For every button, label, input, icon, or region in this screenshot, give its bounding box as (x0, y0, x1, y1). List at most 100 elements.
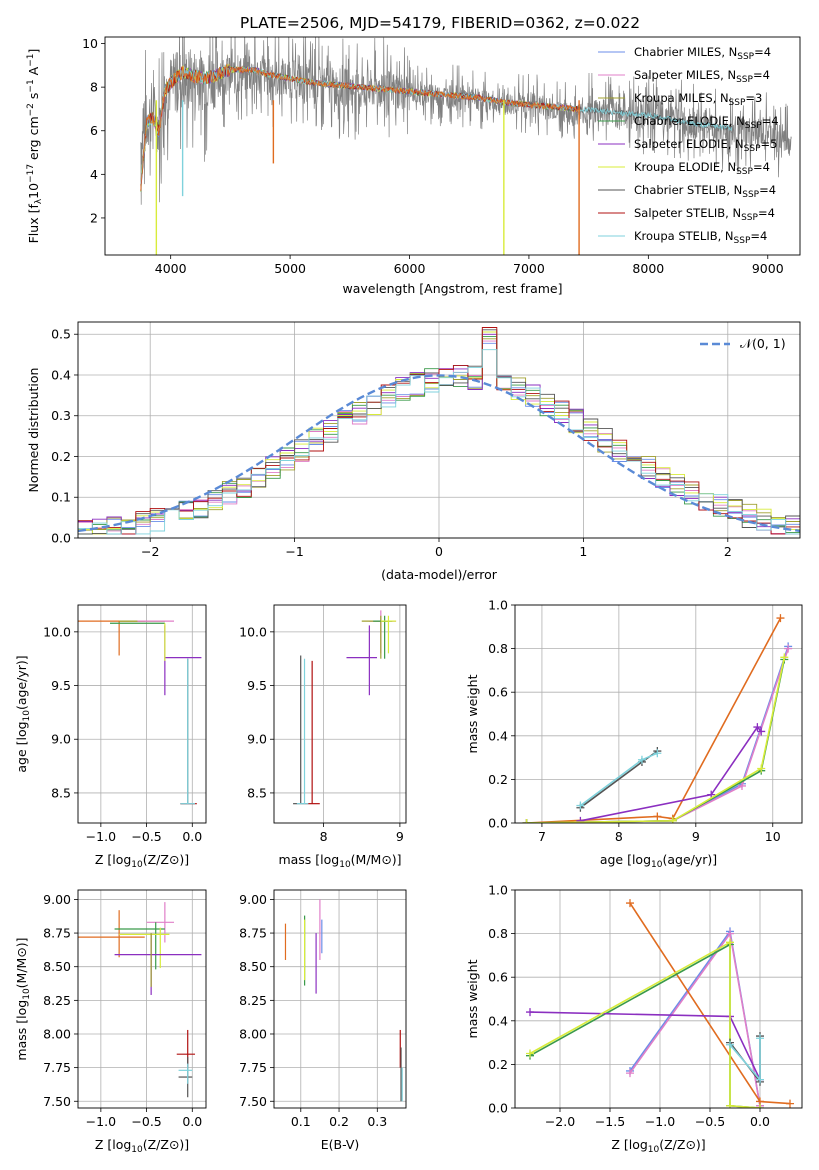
axes-frame (77, 321, 801, 539)
weight-marker (780, 653, 789, 662)
ticks-mass-EBV: 0.1 0.2 0.3 7.50 7.75 8.00 8.25 8.50 8.75 9.00 (239, 892, 387, 1129)
legend-label: Chabrier ELODIE, NSSP=4 (634, 114, 779, 131)
plots-container: 4000 5000 6000 7000 8000 9000246810wavelength… (14, 36, 803, 1155)
y-tick-label: 8.00 (239, 1026, 267, 1041)
y-tick-label: 0.6 (488, 685, 508, 700)
axes-frame (77, 889, 207, 1109)
weight-marker (737, 781, 746, 790)
weight-line (629, 929, 761, 1106)
x-tick-label: 0.1 (291, 1114, 311, 1129)
weight-marker (756, 1075, 764, 1084)
x-tick-label: 4000 (155, 261, 187, 276)
y-tick-label: 1.0 (488, 883, 508, 898)
y-tick-label: 7.50 (239, 1094, 267, 1109)
y-tick-label: 8.25 (239, 993, 267, 1008)
legend: Chabrier MILES, NSSP=4 Salpeter MILES, NS… (598, 45, 779, 246)
legend: 𝒩(0, 1) (700, 336, 786, 351)
x-axis-label: Z [log10(Z/Z⊙)] (95, 852, 189, 870)
y-tick-label: 0.3 (51, 408, 71, 423)
weight-marker (653, 749, 662, 758)
x-tick-label: −1.5 (595, 1114, 625, 1129)
x-axis-label: mass [log10(M/M⊙)] (278, 852, 401, 870)
axes-weight-Z: −2.0 −1.5 −1.0 −0.5 0.0 0.0 0.2 0.4 0.6 0.8 1.0 Z [… (465, 883, 803, 1155)
y-axis-label: age [log10(age/yr)] (14, 655, 32, 772)
weight-marker (576, 816, 585, 823)
weight-marker (626, 1069, 634, 1078)
weight-marker (668, 816, 677, 823)
x-tick-label: 0.0 (750, 1114, 770, 1129)
legend-label: Chabrier MILES, NSSP=4 (634, 45, 771, 62)
x-axis-label: E(B-V) (321, 1137, 360, 1152)
y-tick-label: 9.0 (51, 732, 71, 747)
y-axis-label: mass weight (465, 674, 480, 753)
y-tick-label: 8.00 (43, 1026, 71, 1041)
y-tick-label: 9.5 (51, 678, 71, 693)
y-axis-label: mass [log10(M/M⊙)] (14, 937, 32, 1060)
y-tick-label: 0.6 (488, 970, 508, 985)
x-tick-label: 5000 (274, 261, 306, 276)
y-tick-label: 0.8 (488, 926, 508, 941)
legend-label: Salpeter STELIB, NSSP=4 (634, 206, 775, 223)
weight-marker (784, 644, 793, 653)
x-tick-label: 7 (538, 829, 546, 844)
weight-marker (526, 1049, 534, 1058)
x-tick-label: −1.0 (86, 1114, 116, 1129)
gaussian-curve (78, 374, 800, 533)
x-tick-label: 0 (435, 544, 443, 559)
x-tick-label: −1.0 (645, 1114, 675, 1129)
y-tick-label: 7.50 (43, 1094, 71, 1109)
x-tick-label: 9 (692, 829, 700, 844)
y-axis-label: mass weight (465, 959, 480, 1038)
plot-area-weight-Z (526, 899, 794, 1108)
weight-line (580, 725, 762, 822)
plot-area-residuals (78, 327, 800, 535)
plot-area-spectrum (140, 37, 792, 255)
plot-area-mass-Z (78, 902, 202, 1098)
axes-weight-age: 7 8 9 10 0.0 0.2 0.4 0.6 0.8 1.0 age [log10(age/yr… (465, 598, 803, 870)
legend-label: Kroupa MILES, NSSP=3 (634, 91, 762, 108)
weight-line (526, 617, 782, 823)
x-axis-label: Z [log10(Z/Z⊙)] (611, 1137, 705, 1155)
weight-marker (726, 929, 734, 938)
y-tick-label: 7.75 (239, 1060, 267, 1075)
x-tick-label: −2.0 (545, 1114, 575, 1129)
histogram-step-kroupa-stelib (78, 349, 800, 535)
plot-area-mass-EBV (284, 899, 403, 1102)
weight-marker (576, 801, 585, 810)
x-axis-label: Z [log10(Z/Z⊙)] (95, 1137, 189, 1155)
x-tick-label: 0.0 (182, 1114, 202, 1129)
y-tick-label: 0.0 (488, 816, 508, 831)
y-tick-label: 7.75 (43, 1060, 71, 1075)
legend-label: Salpeter MILES, NSSP=4 (634, 68, 770, 85)
x-tick-label: 7000 (513, 261, 545, 276)
y-tick-label: 0.8 (488, 641, 508, 656)
x-tick-label: 8 (615, 829, 623, 844)
weight-marker (726, 1040, 734, 1049)
axes-frame (273, 889, 407, 1109)
x-tick-label: 2 (724, 544, 732, 559)
weight-marker (757, 764, 766, 773)
legend-label: Salpeter ELODIE, NSSP=5 (634, 137, 777, 154)
y-tick-label: 8.50 (239, 959, 267, 974)
y-tick-label: 8.75 (239, 926, 267, 941)
ticks-age-Z: −1.0 −0.5 0.0 8.5 9.0 9.5 10.0 (43, 624, 202, 844)
weight-marker (756, 1034, 764, 1043)
weight-marker (526, 1008, 534, 1017)
x-tick-label: 0.3 (367, 1114, 387, 1129)
weight-line (526, 657, 786, 823)
x-tick-label: 1 (579, 544, 587, 559)
y-tick-label: 4 (90, 167, 98, 182)
y-axis-label: Flux [fλ10−17 erg cm−2 s−1 A−1] (26, 49, 44, 244)
y-tick-label: 10.0 (43, 624, 71, 639)
axes-frame (104, 36, 801, 256)
weight-marker (726, 1101, 734, 1108)
y-tick-label: 8 (90, 80, 98, 95)
x-axis-label: wavelength [Angstrom, rest frame] (342, 281, 562, 296)
y-tick-label: 0.0 (488, 1101, 508, 1116)
y-tick-label: 0.2 (488, 1057, 508, 1072)
axes-residuals: −2 −1 0 1 2 0.0 0.1 0.2 0.3 0.4 0.5 (data-model)/er… (26, 321, 801, 582)
y-axis-label: Normed distribution (26, 368, 41, 493)
y-tick-label: 8.75 (43, 926, 71, 941)
x-tick-label: 0.2 (329, 1114, 349, 1129)
